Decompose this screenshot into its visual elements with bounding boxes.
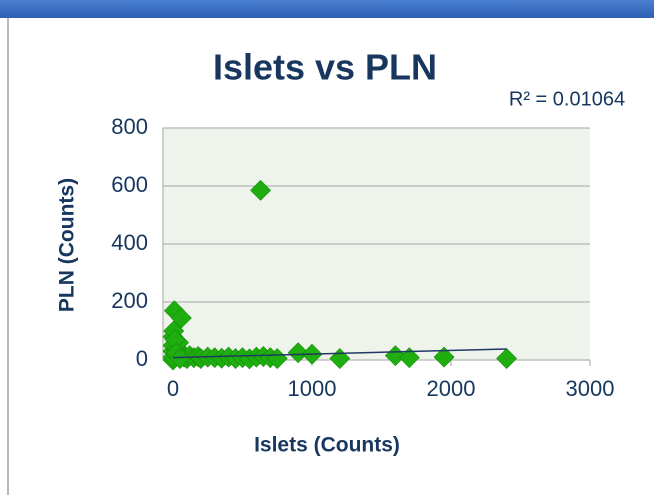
x-tick-label: 0 — [167, 376, 179, 401]
point — [398, 347, 420, 369]
y-axis-title: PLN (Counts) — [56, 178, 79, 312]
point — [250, 179, 271, 201]
x-tick-label: 2000 — [427, 376, 476, 401]
point — [170, 307, 192, 329]
y-tick-label: 800 — [111, 114, 148, 139]
point — [433, 346, 455, 368]
window-bar — [0, 0, 654, 18]
y-tick-label: 400 — [111, 230, 148, 255]
r-squared: R² = 0.01064 — [509, 88, 625, 110]
chart-title: Islets vs PLN — [213, 47, 437, 88]
x-tick-label: 1000 — [288, 376, 337, 401]
trendline — [172, 348, 507, 359]
x-tick-label: 3000 — [566, 376, 615, 401]
y-tick-label: 600 — [111, 172, 148, 197]
x-axis-title: Islets (Counts) — [254, 434, 400, 457]
point — [169, 348, 191, 369]
point — [287, 342, 309, 364]
y-tick-label: 200 — [111, 288, 148, 313]
point — [496, 348, 518, 369]
y-tick-label: 0 — [136, 346, 148, 371]
